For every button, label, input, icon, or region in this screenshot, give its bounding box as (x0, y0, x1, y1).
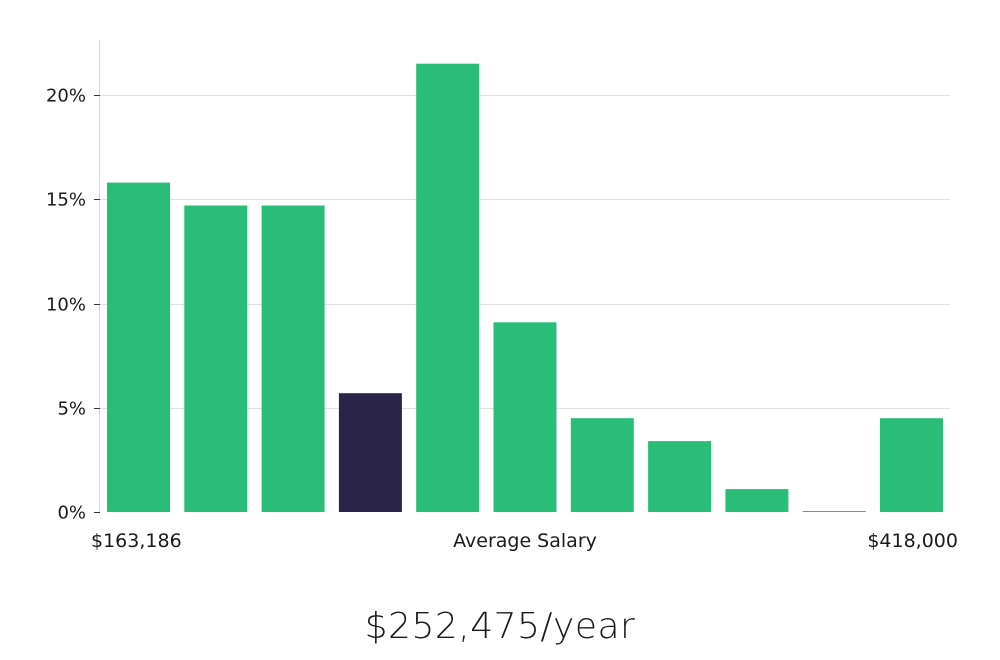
y-tick-label: 10% (46, 295, 86, 316)
bar (648, 441, 712, 512)
x-max-label: $418,000 (867, 530, 958, 552)
bar (107, 182, 170, 512)
bar (493, 322, 557, 512)
y-tick-label: 0% (57, 503, 86, 524)
bar (261, 205, 325, 512)
bar (416, 63, 480, 512)
bar (184, 205, 248, 512)
salary-histogram: 0% 5% 10% 15% 20% $163,186 Average Salary $4… (46, 40, 958, 552)
y-tick-label: 20% (46, 86, 86, 107)
bar (570, 418, 634, 512)
bars (107, 63, 943, 512)
average-salary-value: $252,475/year (364, 606, 636, 647)
bar (725, 489, 789, 512)
x-min-label: $163,186 (91, 530, 182, 552)
bar-highlighted (338, 393, 402, 512)
x-axis-title: Average Salary (453, 530, 597, 552)
bar (880, 418, 943, 512)
y-tick-labels: 0% 5% 10% 15% 20% (46, 86, 100, 524)
y-tick-label: 15% (46, 190, 86, 211)
y-tick-label: 5% (57, 399, 86, 420)
bar (802, 511, 866, 512)
